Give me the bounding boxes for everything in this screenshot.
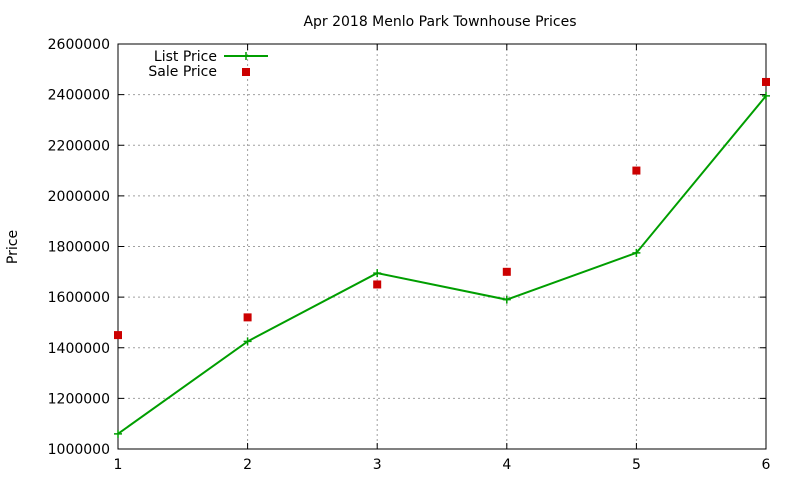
list-price-point xyxy=(373,269,382,278)
list-price-point xyxy=(114,429,122,438)
plot-frame xyxy=(117,43,767,450)
sale-price-point xyxy=(114,331,122,340)
x-tick-label: 1 xyxy=(114,457,123,473)
x-tick-label: 2 xyxy=(243,457,252,473)
x-tick-label: 6 xyxy=(762,457,771,473)
y-tick-label: 1600000 xyxy=(48,290,110,306)
list-price-point xyxy=(632,248,641,257)
list-price-line xyxy=(117,95,767,435)
axis-ticks: 1000000 1200000 1400000 1600000 1800000 20000… xyxy=(48,37,771,473)
y-axis-label: Price xyxy=(5,230,21,264)
list-price-point xyxy=(243,337,252,346)
legend-marker-list-price xyxy=(242,52,250,60)
legend-label-list-price: List Price xyxy=(154,49,217,65)
legend-sample-sale-price xyxy=(242,68,250,76)
x-tick-label: 4 xyxy=(502,457,511,473)
y-tick-label: 2400000 xyxy=(48,88,110,104)
y-tick-label: 2600000 xyxy=(48,37,110,53)
y-tick-label: 1000000 xyxy=(48,442,110,458)
sale-price-point xyxy=(762,77,770,86)
y-tick-label: 2000000 xyxy=(48,189,110,205)
legend-label-sale-price: Sale Price xyxy=(148,64,217,80)
sale-price-point xyxy=(632,166,641,175)
grid-lines xyxy=(118,44,766,449)
list-price-point xyxy=(502,295,511,304)
x-tick-label: 3 xyxy=(373,457,382,473)
list-price-point xyxy=(762,91,770,100)
chart-title: Apr 2018 Menlo Park Townhouse Prices xyxy=(303,14,576,30)
legend: List Price Sale Price xyxy=(148,49,268,80)
series-layer xyxy=(114,77,770,438)
x-tick-label: 5 xyxy=(632,457,641,473)
y-tick-label: 1200000 xyxy=(48,391,110,407)
y-tick-label: 1800000 xyxy=(48,240,110,256)
sale-price-point xyxy=(373,280,382,289)
y-tick-label: 1400000 xyxy=(48,341,110,357)
sale-price-point xyxy=(243,313,252,322)
y-tick-label: 2200000 xyxy=(48,138,110,154)
sale-price-point xyxy=(502,267,511,276)
